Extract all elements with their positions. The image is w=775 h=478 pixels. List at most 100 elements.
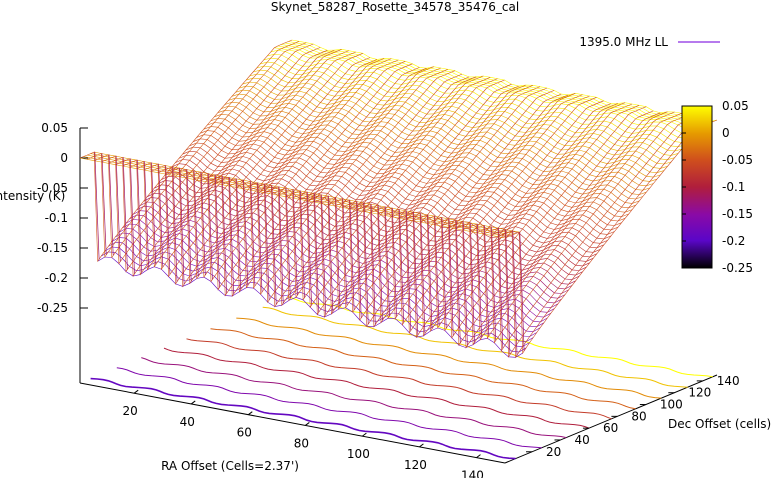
- mesh-col: [115, 50, 328, 277]
- mesh-col: [264, 76, 477, 307]
- mesh-drop: [144, 161, 150, 268]
- mesh-col: [363, 93, 576, 324]
- mesh-drop: [505, 229, 511, 355]
- colorbox-tick-label: -0.1: [722, 180, 745, 194]
- z-tick-label: 0: [60, 151, 68, 165]
- mesh-col: [320, 85, 533, 311]
- mesh-col: [228, 67, 441, 289]
- mesh-drop: [278, 186, 284, 304]
- mesh-col: [129, 49, 342, 271]
- x-tick-mark: [133, 389, 139, 394]
- colorbox: [681, 105, 713, 269]
- mesh-col: [157, 57, 371, 285]
- x-tick-mark: [247, 411, 253, 416]
- mesh-col: [242, 70, 456, 296]
- mesh-col: [207, 67, 420, 297]
- mesh-drop: [165, 165, 171, 275]
- z-axis-label: Intensity (K): [0, 189, 65, 203]
- y-ticks: 20 40 60 80 100 120 140: [526, 374, 740, 459]
- mesh-col: [448, 112, 661, 349]
- mesh-drop: [236, 178, 242, 290]
- mesh-col: [426, 105, 640, 332]
- y-tick-label: 100: [660, 398, 683, 412]
- mesh-col: [462, 111, 675, 341]
- mesh-drop: [356, 201, 362, 318]
- mesh-drop: [122, 157, 128, 270]
- z-tick-label: -0.25: [37, 301, 68, 315]
- z-tick-label: 0.05: [41, 121, 68, 135]
- mesh-col: [164, 59, 378, 288]
- mesh-drop: [299, 190, 305, 298]
- y-tick-label: 80: [631, 409, 646, 423]
- mesh-col: [101, 43, 314, 265]
- mesh-col: [292, 79, 505, 309]
- x-axis-line: [79, 382, 506, 464]
- contours: [90, 296, 713, 460]
- mesh-drop: [292, 189, 298, 296]
- mesh-drop: [229, 177, 235, 295]
- mesh-col: [455, 111, 668, 346]
- mesh-col: [476, 114, 689, 344]
- mesh-col: [398, 103, 611, 339]
- y-tick-label: 120: [688, 386, 711, 400]
- mesh-col: [313, 84, 526, 315]
- mesh-col: [497, 121, 711, 359]
- mesh-col: [391, 100, 604, 334]
- mesh-col: [356, 94, 569, 328]
- mesh-drop: [250, 181, 256, 287]
- y-tick-label: 20: [546, 445, 561, 459]
- mesh-drop: [94, 151, 100, 260]
- mesh-drop: [519, 231, 525, 351]
- x-tick-mark: [362, 432, 367, 437]
- mesh-col: [384, 97, 597, 326]
- x-tick-label: 20: [123, 404, 138, 418]
- mesh-drop: [200, 171, 206, 276]
- mesh-col: [299, 83, 512, 316]
- mesh-drop: [193, 170, 199, 277]
- mesh-drop: [484, 225, 490, 337]
- mesh-drop: [455, 219, 461, 343]
- mesh-col: [249, 73, 463, 304]
- mesh-drop: [285, 187, 291, 299]
- mesh-col: [200, 63, 413, 291]
- x-tick-mark: [419, 443, 424, 448]
- mesh-col: [171, 58, 385, 285]
- mesh-col: [490, 120, 703, 358]
- mesh-col: [221, 66, 434, 293]
- mesh-col: [370, 94, 583, 320]
- mesh-col: [434, 106, 647, 339]
- mesh-drop: [335, 197, 341, 307]
- mesh-drop: [363, 202, 369, 325]
- mesh-drop: [441, 217, 447, 329]
- mesh-drop: [476, 223, 482, 338]
- x-tick-label: 80: [294, 436, 309, 450]
- mesh-drop: [448, 218, 454, 336]
- mesh-drop: [384, 206, 390, 317]
- colorbox-tick-label: 0.05: [722, 99, 749, 113]
- x-tick-mark: [305, 422, 310, 426]
- z-tick-label: -0.05: [37, 181, 68, 195]
- contour-line: [236, 317, 662, 399]
- mesh-col: [483, 116, 696, 352]
- mesh-drop: [186, 169, 192, 282]
- mesh-drop: [321, 194, 327, 315]
- colorbox-tick-label: -0.2: [722, 234, 745, 248]
- mesh-col: [341, 90, 555, 322]
- mesh-row: [274, 47, 700, 130]
- mesh-col: [256, 76, 470, 308]
- contour-line: [287, 296, 713, 378]
- z-tick-label: -0.1: [45, 211, 68, 225]
- chart-title: Skynet_58287_Rosette_34578_35476_cal: [271, 0, 519, 14]
- contour-line: [262, 306, 688, 388]
- mesh-drop: [101, 153, 107, 255]
- mesh-col: [469, 113, 682, 340]
- x-ticks: 20 40 60 80 100 120 140: [123, 389, 484, 478]
- mesh-col: [334, 87, 548, 314]
- mesh-col: [405, 103, 618, 337]
- mesh-drop: [243, 179, 249, 286]
- mesh-col: [94, 42, 307, 259]
- mesh-col: [108, 47, 321, 273]
- mesh-col: [214, 67, 427, 298]
- x-tick-label: 60: [237, 426, 252, 440]
- mesh-drop: [328, 195, 334, 312]
